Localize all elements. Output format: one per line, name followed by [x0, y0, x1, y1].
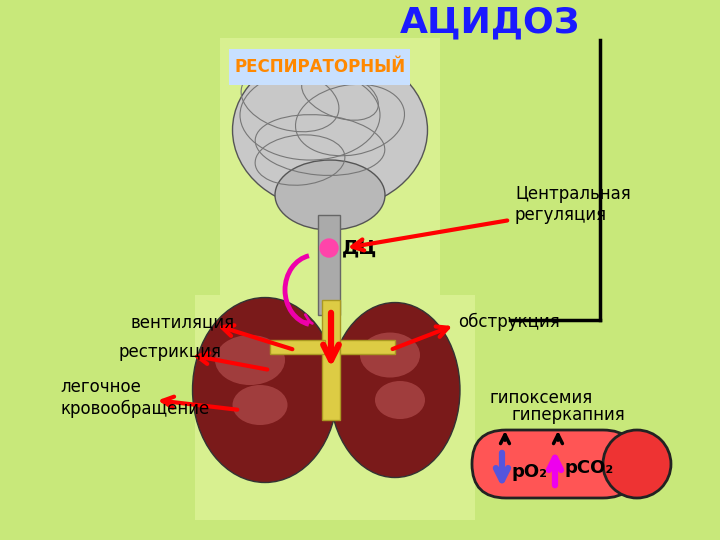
Text: вентиляция: вентиляция [130, 313, 234, 331]
Text: гиперкапния: гиперкапния [512, 406, 626, 424]
FancyBboxPatch shape [322, 300, 340, 420]
Text: ДЦ: ДЦ [342, 239, 377, 258]
FancyBboxPatch shape [472, 430, 637, 498]
FancyBboxPatch shape [229, 49, 410, 85]
FancyBboxPatch shape [220, 38, 440, 308]
Text: легочное
кровообращение: легочное кровообращение [60, 379, 210, 417]
Circle shape [320, 239, 338, 257]
Ellipse shape [233, 50, 428, 210]
FancyBboxPatch shape [270, 340, 325, 354]
FancyBboxPatch shape [318, 215, 340, 315]
Ellipse shape [360, 333, 420, 377]
Text: рестрикция: рестрикция [118, 343, 221, 361]
Ellipse shape [375, 381, 425, 419]
Ellipse shape [330, 302, 460, 477]
Text: pO₂: pO₂ [512, 463, 548, 481]
Text: Центральная
регуляция: Центральная регуляция [515, 185, 631, 224]
Text: АЦИДОЗ: АЦИДОЗ [400, 5, 580, 39]
Text: РЕСПИРАТОРНЫЙ: РЕСПИРАТОРНЫЙ [235, 58, 405, 76]
FancyBboxPatch shape [195, 295, 475, 520]
Text: pCO₂: pCO₂ [565, 459, 614, 477]
Ellipse shape [603, 430, 671, 498]
FancyBboxPatch shape [340, 340, 395, 354]
Ellipse shape [192, 298, 338, 483]
Ellipse shape [233, 385, 287, 425]
Text: обструкция: обструкция [458, 313, 559, 331]
Text: гипоксемия: гипоксемия [490, 389, 593, 407]
Ellipse shape [215, 335, 285, 385]
Ellipse shape [275, 160, 385, 230]
